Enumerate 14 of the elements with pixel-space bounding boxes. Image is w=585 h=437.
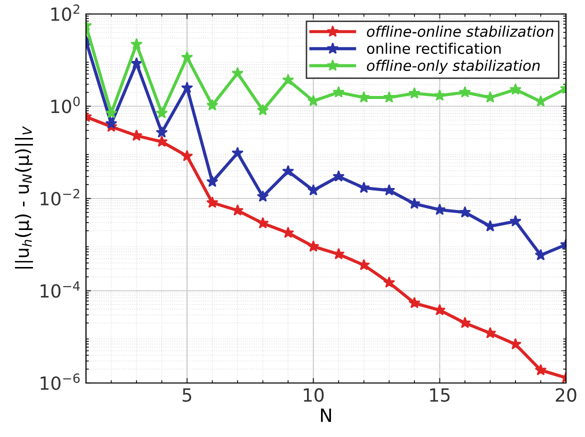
x-axis-title: N [321, 408, 331, 422]
legend-label: offline-only stabilization [366, 60, 540, 74]
y-tick-label: 10$^{−6}$ [40, 373, 80, 390]
y-tick-label: 10$^{−2}$ [40, 188, 80, 206]
legend-label: offline-online stabilization [366, 26, 554, 37]
x-tick-label: 5 [182, 388, 192, 402]
x-tick-label: 15 [430, 388, 450, 402]
y-tick-label: 10$^{−4}$ [40, 281, 80, 298]
y-tick-label: 10$^{2}$ [51, 4, 80, 21]
y-tick-label: 10$^{0}$ [51, 96, 80, 114]
y-axis-title: ||u$_{h}$(μ) - u$_{N}$(μ)||$_{V}$ [14, 126, 33, 269]
x-tick-label: 10 [304, 388, 324, 402]
legend-label: online rectification [367, 42, 501, 54]
x-tick-label: 20 [556, 388, 576, 402]
